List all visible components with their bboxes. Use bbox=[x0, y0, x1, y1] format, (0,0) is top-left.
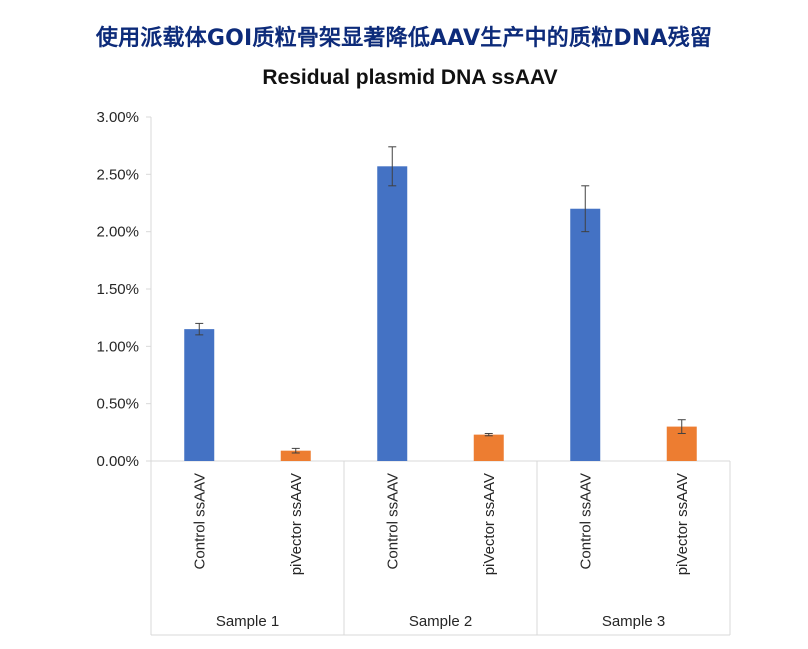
x-tick-label: Control ssAAV bbox=[191, 473, 208, 569]
y-tick-label: 1.50% bbox=[96, 281, 139, 298]
group-label: Sample 2 bbox=[409, 613, 472, 630]
x-tick-label: piVector ssAAV bbox=[288, 473, 305, 575]
x-tick-label: piVector ssAAV bbox=[481, 473, 498, 575]
banner-title: 使用派载体GOI质粒骨架显著降低AAV生产中的质粒DNA残留 bbox=[95, 26, 713, 51]
bar bbox=[184, 329, 215, 461]
y-tick-label: 2.50% bbox=[96, 166, 139, 183]
group-label: Sample 1 bbox=[216, 613, 279, 630]
y-tick-label: 0.00% bbox=[96, 453, 139, 470]
group-label: Sample 3 bbox=[602, 613, 665, 630]
bar bbox=[377, 166, 408, 461]
y-tick-label: 3.00% bbox=[96, 109, 139, 126]
chart-title: Residual plasmid DNA ssAAV bbox=[262, 66, 558, 89]
x-tick-label: piVector ssAAV bbox=[674, 473, 691, 575]
x-tick-label: Control ssAAV bbox=[577, 473, 594, 569]
bar bbox=[570, 208, 601, 461]
bar bbox=[473, 434, 504, 461]
y-tick-label: 0.50% bbox=[96, 396, 139, 413]
bar bbox=[280, 450, 311, 461]
y-tick-label: 2.00% bbox=[96, 224, 139, 241]
y-tick-label: 1.00% bbox=[96, 338, 139, 355]
x-tick-label: Control ssAAV bbox=[384, 473, 401, 569]
